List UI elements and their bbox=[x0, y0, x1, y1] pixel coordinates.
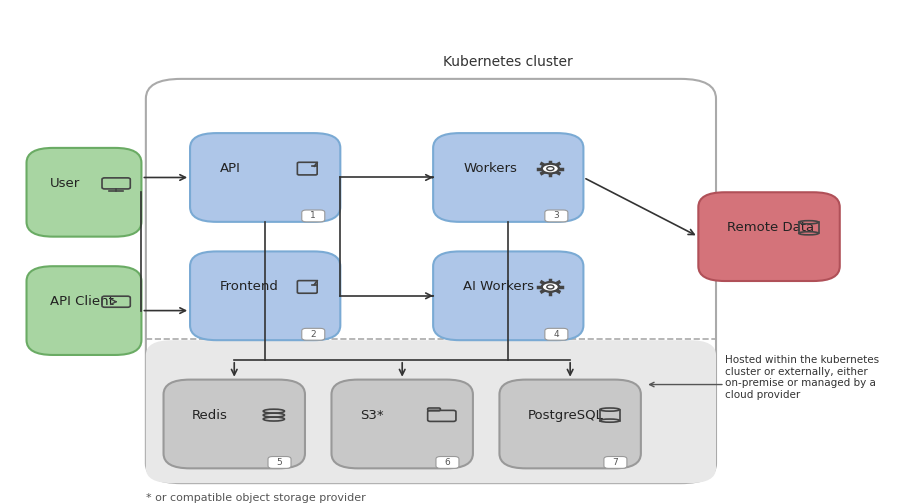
FancyBboxPatch shape bbox=[268, 457, 291, 468]
FancyBboxPatch shape bbox=[26, 266, 141, 355]
Text: API Client: API Client bbox=[49, 295, 113, 308]
FancyBboxPatch shape bbox=[190, 252, 341, 340]
FancyBboxPatch shape bbox=[146, 340, 716, 483]
FancyBboxPatch shape bbox=[545, 210, 568, 222]
FancyBboxPatch shape bbox=[302, 210, 324, 222]
Text: 4: 4 bbox=[554, 330, 559, 339]
FancyBboxPatch shape bbox=[164, 380, 305, 468]
Text: Redis: Redis bbox=[192, 408, 228, 422]
Text: Hosted within the kubernetes
cluster or externally, either
on-premise or managed: Hosted within the kubernetes cluster or … bbox=[725, 355, 879, 400]
Text: * or compatible object storage provider: * or compatible object storage provider bbox=[146, 493, 365, 503]
Text: User: User bbox=[49, 177, 80, 190]
Text: PostgreSQL: PostgreSQL bbox=[527, 408, 604, 422]
Text: AI Workers: AI Workers bbox=[463, 281, 534, 293]
Text: 2: 2 bbox=[311, 330, 316, 339]
FancyBboxPatch shape bbox=[302, 328, 324, 340]
FancyBboxPatch shape bbox=[26, 148, 141, 236]
Circle shape bbox=[542, 282, 558, 292]
Text: Frontend: Frontend bbox=[220, 281, 279, 293]
Text: Kubernetes cluster: Kubernetes cluster bbox=[444, 55, 573, 68]
FancyBboxPatch shape bbox=[436, 457, 459, 468]
FancyBboxPatch shape bbox=[433, 133, 583, 222]
FancyBboxPatch shape bbox=[190, 133, 341, 222]
FancyBboxPatch shape bbox=[146, 79, 716, 483]
Text: 7: 7 bbox=[612, 458, 619, 467]
Text: 1: 1 bbox=[311, 211, 316, 220]
FancyBboxPatch shape bbox=[433, 252, 583, 340]
FancyBboxPatch shape bbox=[545, 328, 568, 340]
Text: Remote Data: Remote Data bbox=[727, 221, 814, 234]
FancyBboxPatch shape bbox=[699, 192, 840, 281]
Text: 3: 3 bbox=[554, 211, 559, 220]
FancyBboxPatch shape bbox=[604, 457, 627, 468]
Text: Workers: Workers bbox=[463, 162, 517, 175]
Text: API: API bbox=[220, 162, 241, 175]
Text: 6: 6 bbox=[445, 458, 450, 467]
Text: 5: 5 bbox=[277, 458, 282, 467]
Text: S3*: S3* bbox=[360, 408, 384, 422]
Circle shape bbox=[542, 164, 558, 174]
FancyBboxPatch shape bbox=[332, 380, 473, 468]
FancyBboxPatch shape bbox=[499, 380, 640, 468]
